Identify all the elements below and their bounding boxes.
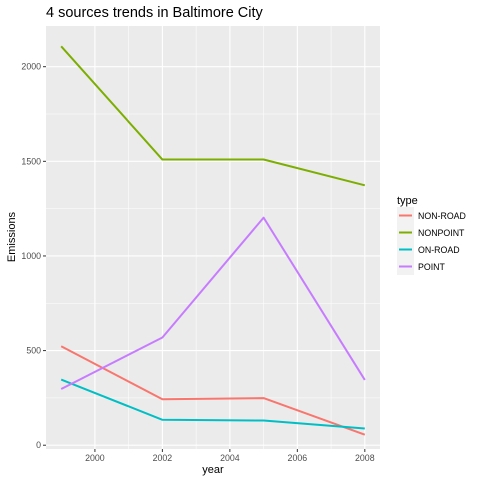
legend-label-on-road: ON-ROAD [418, 245, 460, 255]
series-line-on-road [60, 378, 365, 430]
x-axis-ticks: 2000 2002 2004 2006 2008 [85, 449, 375, 463]
legend: type NON-ROAD NONPOINT ON-ROAD POINT [397, 195, 466, 275]
x-axis-title: year [202, 464, 224, 476]
x-tick-label: 2006 [288, 453, 308, 463]
x-tick-label: 2004 [220, 453, 240, 463]
series-line-nonpoint [60, 45, 366, 187]
x-tick-label: 2002 [153, 453, 173, 463]
y-axis-ticks: 0 500 1000 1500 2000 [21, 62, 46, 450]
legend-label-point: POINT [418, 262, 446, 272]
series-line-non-road [60, 345, 366, 436]
y-axis-title: Emissions [6, 211, 18, 262]
legend-title: type [397, 195, 418, 207]
y-tick-label: 1500 [21, 156, 41, 166]
y-tick-label: 0 [36, 440, 41, 450]
series-line-point [60, 216, 366, 390]
plot-panel [46, 26, 380, 449]
series-lines [60, 45, 366, 436]
y-tick-label: 1000 [21, 251, 41, 261]
x-tick-label: 2000 [85, 453, 105, 463]
y-tick-label: 500 [26, 346, 41, 356]
legend-label-non-road: NON-ROAD [418, 211, 466, 221]
chart-title: 4 sources trends in Baltimore City [46, 5, 264, 21]
x-tick-label: 2008 [355, 453, 375, 463]
y-tick-label: 2000 [21, 62, 41, 72]
legend-label-nonpoint: NONPOINT [418, 228, 465, 238]
